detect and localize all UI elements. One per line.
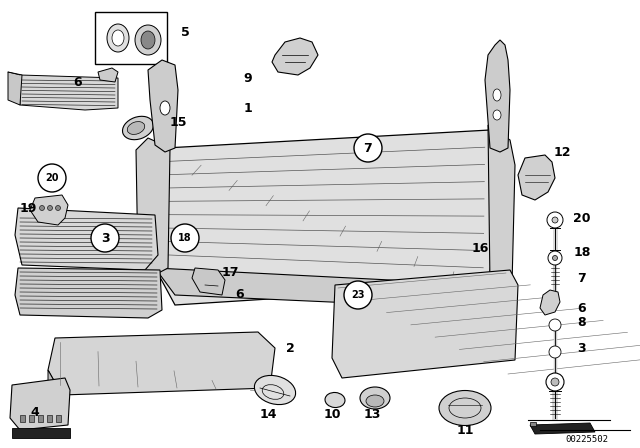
Ellipse shape [112,30,124,46]
Polygon shape [20,415,25,422]
Circle shape [549,319,561,331]
Polygon shape [30,195,68,225]
Polygon shape [155,130,508,305]
Polygon shape [48,370,62,405]
Text: 7: 7 [364,142,372,155]
Ellipse shape [160,101,170,115]
Ellipse shape [493,110,501,120]
Circle shape [354,134,382,162]
Polygon shape [488,125,515,285]
Ellipse shape [254,375,296,405]
Circle shape [548,251,562,265]
Ellipse shape [325,392,345,408]
Text: 3: 3 [578,341,586,354]
Polygon shape [485,40,510,152]
Ellipse shape [439,391,491,426]
Circle shape [171,224,199,252]
Circle shape [549,346,561,358]
Circle shape [40,206,45,211]
Ellipse shape [135,25,161,55]
Circle shape [547,212,563,228]
Polygon shape [530,423,595,434]
Text: 15: 15 [169,116,187,129]
Polygon shape [98,68,118,82]
Text: 5: 5 [180,26,189,39]
Polygon shape [10,378,70,430]
Ellipse shape [366,395,384,407]
Text: 6: 6 [236,289,244,302]
Polygon shape [15,268,162,318]
Text: 14: 14 [259,409,276,422]
Polygon shape [518,155,555,200]
Polygon shape [29,415,34,422]
Polygon shape [136,138,170,280]
Polygon shape [20,75,118,110]
FancyBboxPatch shape [95,12,167,64]
Text: 12: 12 [553,146,571,159]
Polygon shape [155,268,508,310]
Text: 19: 19 [19,202,36,215]
Polygon shape [12,428,70,438]
Ellipse shape [127,121,145,134]
Polygon shape [47,415,52,422]
Circle shape [546,373,564,391]
Text: 17: 17 [221,266,239,279]
Circle shape [552,217,558,223]
Ellipse shape [360,387,390,409]
Circle shape [56,206,61,211]
Polygon shape [15,208,158,270]
Polygon shape [530,422,536,426]
Circle shape [38,164,66,192]
Text: 6: 6 [74,76,83,89]
Text: 20: 20 [45,173,59,183]
Text: 11: 11 [456,423,474,436]
Text: 8: 8 [578,315,586,328]
Ellipse shape [141,31,155,49]
Circle shape [552,255,557,260]
Polygon shape [8,72,22,105]
Text: 9: 9 [244,72,252,85]
Polygon shape [48,332,275,395]
Polygon shape [56,415,61,422]
Circle shape [551,378,559,386]
Text: 18: 18 [573,246,591,258]
Text: 10: 10 [323,409,340,422]
Text: 23: 23 [351,290,365,300]
Polygon shape [540,290,560,315]
Text: 16: 16 [471,241,489,254]
Text: 6: 6 [578,302,586,314]
Text: 18: 18 [178,233,192,243]
Polygon shape [192,268,225,295]
Polygon shape [272,38,318,75]
Text: 2: 2 [285,341,294,354]
Text: 4: 4 [31,405,40,418]
Ellipse shape [122,116,154,140]
Ellipse shape [107,24,129,52]
Text: 13: 13 [364,409,381,422]
Text: 20: 20 [573,211,591,224]
Circle shape [47,206,52,211]
Circle shape [91,224,119,252]
Text: 3: 3 [100,232,109,245]
Polygon shape [38,415,43,422]
Text: 7: 7 [578,271,586,284]
Polygon shape [332,270,518,378]
Text: 1: 1 [244,102,252,115]
Ellipse shape [493,89,501,101]
Polygon shape [148,60,178,152]
Circle shape [344,281,372,309]
Text: 00225502: 00225502 [566,435,609,444]
